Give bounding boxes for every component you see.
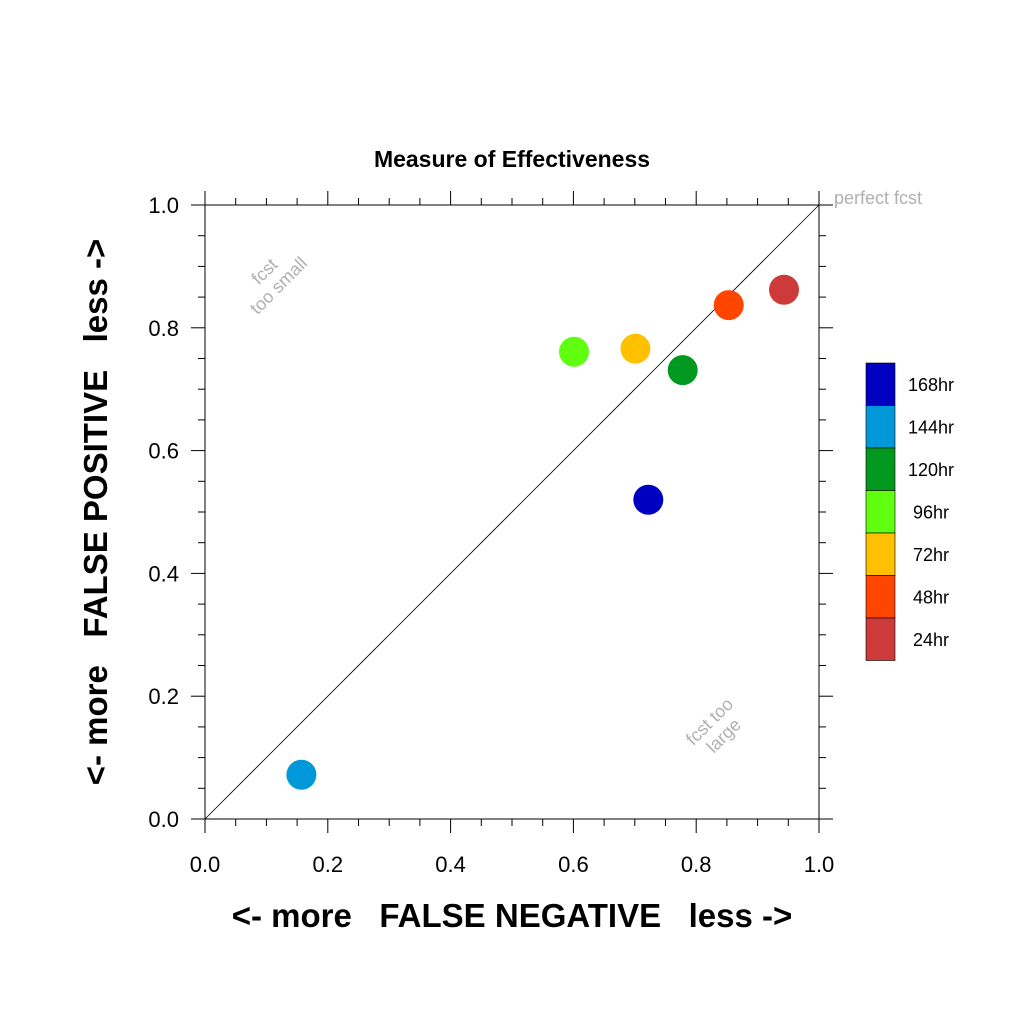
y-tick-label: 0.4: [148, 561, 179, 586]
annotation-too-small-line2: too small: [246, 253, 311, 318]
legend-swatch-120hr: [865, 447, 896, 491]
y-tick-label: 0.2: [148, 684, 179, 709]
legend-swatch-24hr: [865, 617, 896, 661]
y-tick-label: 0.8: [148, 316, 179, 341]
x-tick-label: 0.4: [435, 852, 466, 877]
point-96hr: [559, 336, 590, 367]
point-168hr: [633, 484, 664, 515]
legend: 168hr 144hr 120hr 96hr 72hr 48hr 24hr: [865, 362, 954, 661]
y-tick-label: 1.0: [148, 193, 179, 218]
legend-label-72hr: 72hr: [913, 545, 949, 565]
axis-ticks: [191, 191, 833, 833]
legend-swatch-168hr: [865, 362, 896, 406]
y-tick-label: 0.0: [148, 807, 179, 832]
legend-swatch-48hr: [865, 575, 896, 619]
x-tick-label: 0.2: [313, 852, 344, 877]
legend-label-144hr: 144hr: [908, 417, 954, 437]
annotation-too-large: fcst too large: [682, 694, 745, 757]
point-72hr: [620, 333, 651, 364]
x-axis-label: <- more FALSE NEGATIVE less ->: [232, 897, 793, 934]
legend-swatch-144hr: [865, 405, 896, 449]
plot-area: 0.0 0.2 0.4 0.6 0.8 1.0 0.0 0.2 0.4 0.6 0.8 1.0: [148, 191, 834, 877]
x-tick-label: 0.0: [190, 852, 221, 877]
y-axis-label: <- more FALSE POSITIVE less ->: [77, 239, 114, 786]
legend-label-48hr: 48hr: [913, 587, 949, 607]
legend-swatch-96hr: [865, 490, 896, 534]
legend-label-168hr: 168hr: [908, 375, 954, 395]
x-tick-label: 0.8: [681, 852, 712, 877]
point-144hr: [286, 759, 317, 790]
legend-swatch-72hr: [865, 532, 896, 576]
point-48hr: [713, 290, 744, 321]
legend-label-24hr: 24hr: [913, 630, 949, 650]
point-24hr: [769, 274, 800, 305]
y-tick-label: 0.6: [148, 439, 179, 464]
point-120hr: [667, 355, 698, 386]
data-points: [286, 274, 800, 790]
legend-label-96hr: 96hr: [913, 502, 949, 522]
x-tick-label: 0.6: [558, 852, 589, 877]
x-tick-label: 1.0: [804, 852, 835, 877]
annotation-perfect-fcst: perfect fcst: [834, 188, 922, 208]
chart-title: Measure of Effectiveness: [374, 146, 650, 172]
axis-tick-labels: 0.0 0.2 0.4 0.6 0.8 1.0 0.0 0.2 0.4 0.6 0.8 1.0: [148, 193, 834, 877]
legend-label-120hr: 120hr: [908, 460, 954, 480]
annotation-too-small: fcst too small: [246, 253, 311, 318]
